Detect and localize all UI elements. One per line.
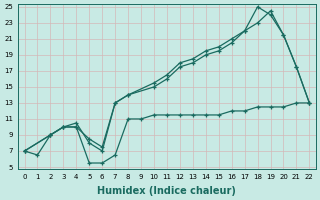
X-axis label: Humidex (Indice chaleur): Humidex (Indice chaleur) [98,186,236,196]
